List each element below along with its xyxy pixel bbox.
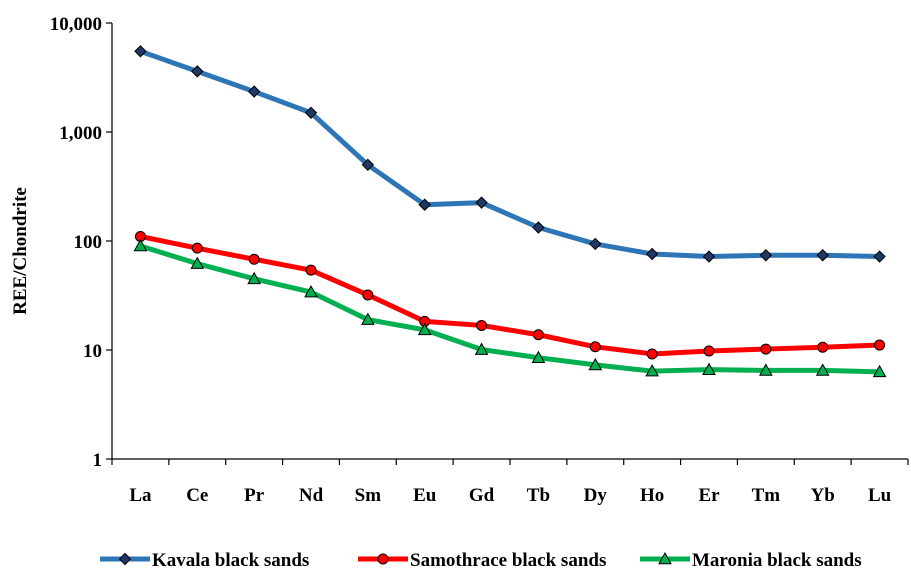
data-point (476, 319, 488, 331)
data-point (589, 237, 602, 251)
x-tick-label: Sm (355, 485, 382, 506)
x-tick-label: Tb (527, 485, 550, 506)
data-point (361, 312, 375, 325)
data-point (417, 322, 432, 336)
legend-item: Samothrace black sands (358, 550, 606, 571)
x-tick-label: Gd (469, 485, 495, 506)
data-point (304, 285, 318, 298)
legend-marker (377, 553, 389, 565)
legend-item: Maronia black sands (640, 550, 862, 571)
series (133, 45, 887, 378)
y-tick-label: 10 (83, 341, 102, 362)
data-point (702, 362, 716, 375)
data-point (133, 238, 148, 252)
data-point (247, 85, 261, 98)
x-tick-label: Tm (752, 485, 781, 506)
legend: Kavala black sands Samothrace black sands… (100, 550, 862, 571)
x-tick-label: Ce (186, 485, 208, 506)
x-tick-label: Dy (584, 485, 608, 506)
data-point (418, 198, 431, 211)
legend-item: Kavala black sands (100, 550, 309, 571)
data-point (304, 106, 318, 120)
data-point (816, 249, 829, 262)
data-point (362, 289, 374, 301)
data-point (589, 341, 601, 353)
x-tick-label: La (129, 485, 152, 506)
series-circle (134, 230, 886, 360)
x-ticks: La Ce Pr Nd Sm Eu Gd Tb Dy Ho Er Tm Yb Lu (111, 459, 909, 506)
series-line (137, 233, 883, 357)
data-point (646, 348, 658, 360)
x-tick-label: Nd (299, 485, 324, 506)
data-point (873, 250, 886, 263)
data-point (817, 341, 829, 353)
data-point (645, 364, 659, 377)
data-point (874, 339, 886, 351)
data-point (759, 249, 773, 262)
data-point (191, 65, 204, 78)
series-diamond (134, 45, 886, 263)
y-axis-title: REE/Chondrite (10, 187, 31, 315)
y-ticks: 1 10 100 1,000 10,000 (50, 14, 112, 471)
data-point (531, 350, 546, 363)
data-point (190, 256, 205, 269)
data-point (305, 264, 317, 276)
data-point (588, 357, 603, 371)
axes (111, 23, 908, 460)
legend-marker (118, 552, 132, 566)
data-point (532, 329, 544, 341)
series-triangle (133, 238, 887, 378)
data-point (247, 271, 261, 285)
legend-label: Samothrace black sands (410, 550, 606, 571)
data-point (474, 342, 489, 355)
data-point (872, 364, 887, 378)
data-point (361, 158, 375, 172)
data-point (702, 250, 716, 263)
data-point (134, 45, 147, 58)
data-point (191, 242, 203, 254)
x-tick-label: Pr (244, 485, 265, 506)
legend-label: Kavala black sands (152, 550, 309, 571)
x-tick-label: Eu (413, 485, 437, 506)
y-tick-label: 100 (74, 232, 103, 253)
x-tick-label: Lu (868, 485, 892, 506)
data-point (703, 345, 715, 357)
data-point (645, 247, 659, 261)
legend-label: Maronia black sands (692, 550, 862, 571)
x-tick-label: Ho (640, 485, 664, 506)
y-tick-label: 1,000 (59, 123, 102, 144)
y-tick-label: 1 (93, 450, 103, 471)
data-point (815, 363, 830, 376)
legend-marker (658, 551, 672, 565)
data-point (248, 253, 260, 265)
x-tick-label: Er (698, 485, 720, 506)
x-tick-label: Yb (811, 485, 835, 506)
data-point (532, 221, 545, 234)
data-point (759, 363, 773, 376)
series-line (137, 48, 883, 260)
data-point (475, 196, 488, 209)
y-tick-label: 10,000 (50, 14, 102, 35)
series-line (137, 243, 883, 375)
data-point (760, 343, 772, 355)
